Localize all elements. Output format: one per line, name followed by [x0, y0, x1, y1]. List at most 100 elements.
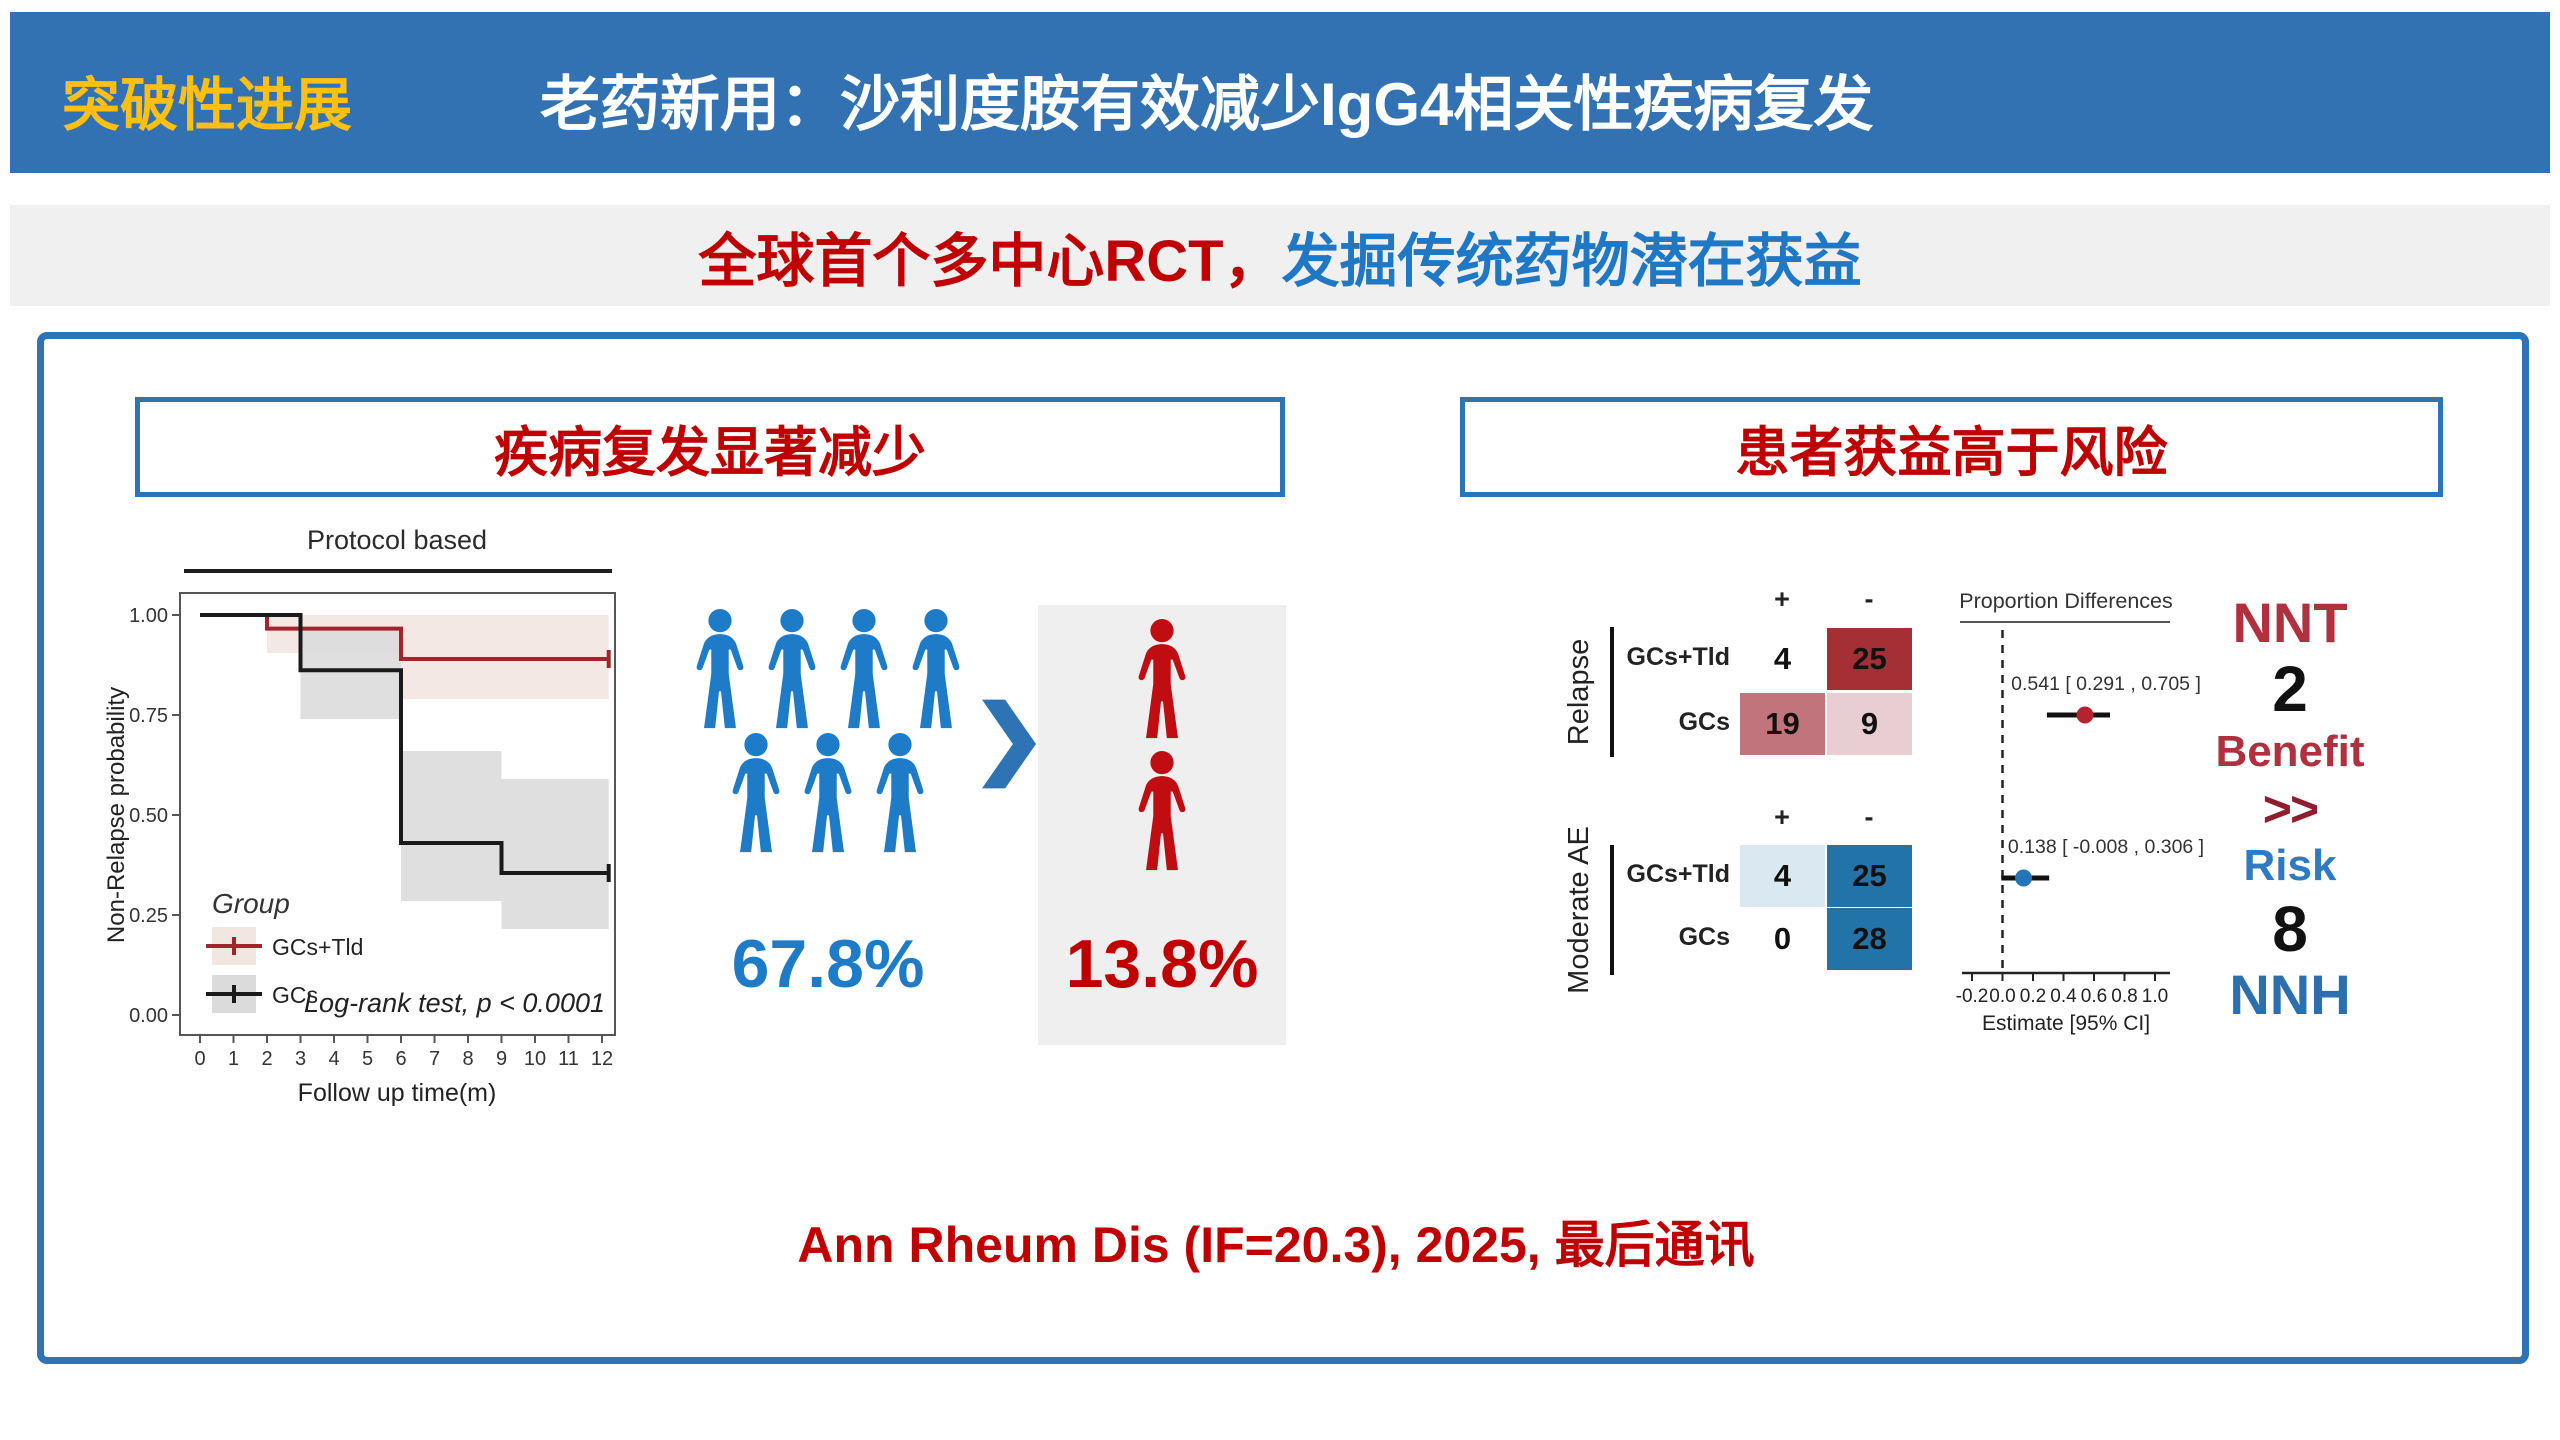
person-icon	[1138, 618, 1186, 739]
person-icon	[840, 608, 888, 729]
y-tick-label: 0.00	[129, 1005, 168, 1027]
percent-gcs-tld: 13.8%	[1065, 926, 1259, 1002]
section-divider	[1610, 627, 1614, 757]
nnt-label: NNT	[2232, 591, 2348, 654]
km-ylabel: Non-Relapse probability	[103, 687, 130, 943]
x-tick-label: 0	[194, 1048, 205, 1070]
x-tick-label: 3	[295, 1048, 306, 1070]
person-icon	[696, 608, 744, 729]
header-banner: 突破性进展 老药新用：沙利度胺有效减少IgG4相关性疾病复发	[10, 12, 2550, 173]
x-tick-label: 9	[496, 1048, 507, 1070]
estimate-label: 0.138 [ -0.008 , 0.306 ]	[2008, 836, 2204, 858]
x-tick-label: 1	[228, 1048, 239, 1070]
km-legend-title: Group	[212, 888, 290, 919]
col-header: -	[1864, 802, 1874, 832]
left-heading-box: 疾病复发显著减少	[135, 397, 1285, 497]
much-greater-than-symbol: >>	[2262, 781, 2319, 837]
citation-text: Ann Rheum Dis (IF=20.3), 2025, 最后通讯	[797, 1217, 1755, 1273]
chevron-right-icon	[982, 699, 1036, 789]
forest-xlabel: Estimate [95% CI]	[1982, 1012, 2150, 1035]
blue-person-group	[678, 608, 978, 856]
section-divider	[1610, 845, 1614, 975]
row-label: GCs	[1678, 708, 1730, 736]
forest-x-tick-label: 0.4	[2050, 986, 2077, 1007]
col-header: +	[1774, 584, 1790, 614]
forest-x-tick-label: 0.2	[2020, 986, 2046, 1007]
left-heading-text: 疾病复发显著减少	[494, 422, 926, 483]
ci-band-GCs	[401, 751, 502, 901]
x-tick-label: 8	[462, 1048, 473, 1070]
col-header: -	[1864, 584, 1874, 614]
section-label-0: Relapse	[1563, 638, 1595, 746]
x-tick-label: 10	[524, 1048, 546, 1070]
forest-plot: Proportion Differences 0.541 [ 0.291 , 0.…	[1956, 589, 2204, 1035]
nnt-value: 2	[2272, 653, 2308, 725]
forest-x-tick-label: 1.0	[2142, 986, 2168, 1007]
page-title: 老药新用：沙利度胺有效减少IgG4相关性疾病复发	[540, 71, 1874, 138]
x-tick-label: 2	[261, 1048, 272, 1070]
km-title: Protocol based	[307, 525, 487, 555]
nnh-value: 8	[2272, 893, 2308, 965]
x-tick-label: 11	[558, 1048, 579, 1070]
forest-x-tick-label: 0.0	[1989, 986, 2015, 1007]
person-icon	[732, 732, 780, 853]
right-heading-box: 患者获益高于风险	[1460, 397, 2443, 497]
row-label: GCs+Tld	[1626, 643, 1731, 671]
table-cell: 25	[1827, 628, 1912, 690]
table-cell: 28	[1827, 908, 1912, 970]
x-tick-label: 7	[429, 1048, 440, 1070]
estimate-point	[2076, 706, 2094, 724]
person-icon	[1138, 750, 1186, 871]
km-legend-label: GCs+Tld	[272, 934, 363, 960]
right-heading-text: 患者获益高于风险	[1735, 422, 2168, 483]
table-cell: 9	[1827, 693, 1912, 755]
ci-band-GCs	[501, 779, 609, 929]
table-cell: 4	[1740, 845, 1825, 907]
subtitle-blue-text: 发掘传统药物潜在获益	[1281, 228, 1862, 294]
nnt-summary-column: NNT 2 Benefit >> Risk 8 NNH	[2205, 592, 2375, 1026]
subtitle-red-text: 全球首个多中心RCT，	[698, 228, 1282, 294]
subtitle-bar: 全球首个多中心RCT， 发掘传统药物潜在获益	[10, 205, 2550, 306]
y-tick-label: 1.00	[129, 605, 168, 627]
table-cell: 25	[1827, 845, 1912, 907]
row-label: GCs	[1678, 923, 1730, 951]
person-row	[725, 732, 931, 856]
y-tick-label: 0.25	[129, 905, 168, 927]
estimate-point	[2015, 869, 2033, 887]
table-cell: 19	[1740, 693, 1825, 755]
person-icon	[804, 732, 852, 853]
estimate-label: 0.541 [ 0.291 , 0.705 ]	[2011, 673, 2201, 695]
benefit-risk-table: Relapse + - GCs+Tld 4 25 GCs 19 9 Moderate AE + - GC…	[1540, 570, 1970, 1010]
section-label-1: Moderate AE	[1563, 826, 1595, 994]
forest-x-tick-label: 0.6	[2081, 986, 2107, 1007]
x-tick-label: 12	[591, 1048, 613, 1070]
y-tick-label: 0.75	[129, 705, 168, 727]
person-row	[689, 608, 967, 732]
km-xlabel: Follow up time(m)	[298, 1079, 497, 1107]
y-tick-label: 0.50	[129, 805, 168, 827]
table-cell: 0	[1773, 921, 1792, 956]
km-curve-GCs	[200, 613, 609, 875]
risk-label: Risk	[2243, 841, 2337, 890]
forest-x-tick-label: 0.8	[2111, 986, 2137, 1007]
percent-gcs: 67.8%	[731, 926, 925, 1002]
x-tick-label: 6	[395, 1048, 406, 1070]
red-person-group	[1131, 618, 1193, 874]
person-icon	[768, 608, 816, 729]
km-legend-label: GCs	[272, 982, 318, 1008]
person-icon	[912, 608, 960, 729]
benefit-label: Benefit	[2215, 727, 2365, 776]
forest-x-tick-label: -0.2	[1956, 986, 1989, 1007]
table-cell: 4	[1773, 641, 1792, 676]
x-tick-label: 4	[328, 1048, 339, 1070]
badge-label: 突破性进展	[62, 73, 353, 138]
ci-band-GCs	[300, 627, 401, 719]
forest-title: Proportion Differences	[1959, 589, 2173, 613]
logrank-annotation: Log-rank test, p < 0.0001	[304, 988, 605, 1018]
col-header: +	[1774, 802, 1790, 832]
person-icon	[876, 732, 924, 853]
nnh-label: NNH	[2229, 963, 2351, 1026]
row-label: GCs+Tld	[1626, 860, 1731, 888]
km-survival-chart: 1.000.750.500.250.000 1 2 3 4 5 6 7 8 9 10 11 12Prot…	[103, 525, 616, 1107]
